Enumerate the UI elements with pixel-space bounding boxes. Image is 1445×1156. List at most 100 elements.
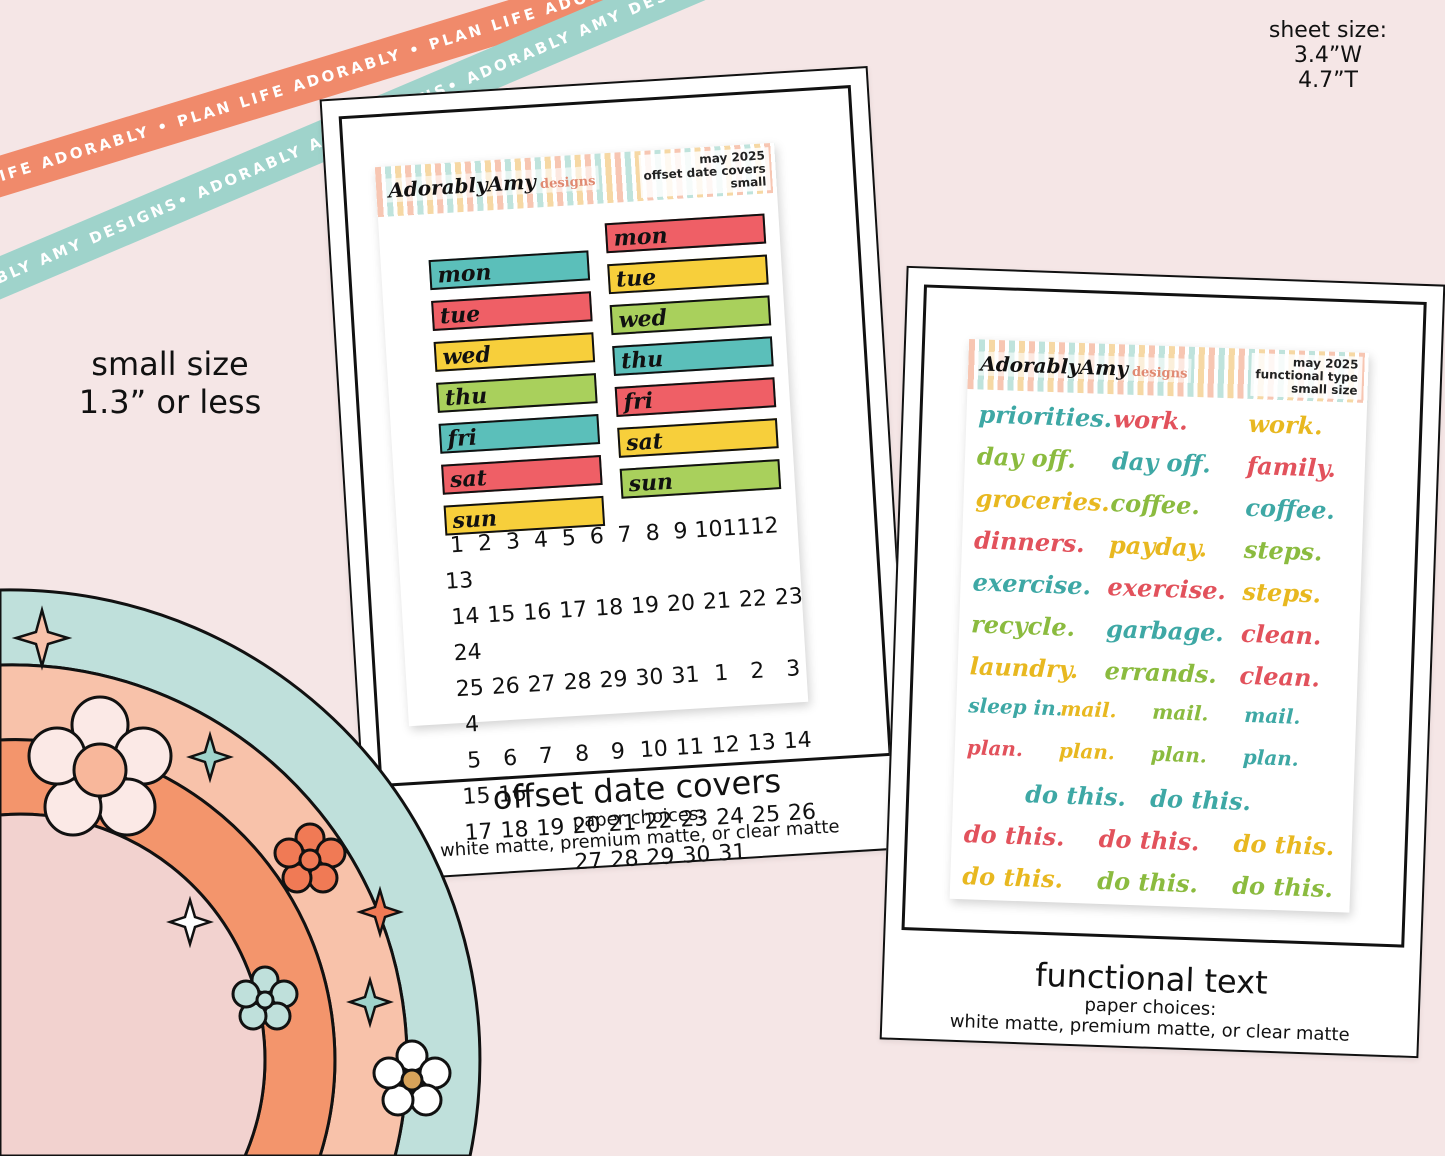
functional-word: steps. xyxy=(1243,534,1323,567)
functional-word: day off. xyxy=(976,441,1077,474)
rainbow-illustration xyxy=(0,588,482,1156)
sparkle-icon xyxy=(11,605,404,1029)
date-number: 13 xyxy=(746,729,777,757)
day-covers: mon tue wed thu fri sat sun mon tue wed thu fri sat s… xyxy=(427,213,782,536)
date-number: 10 xyxy=(639,736,669,764)
day-cover-sat-col1: sat xyxy=(441,454,603,495)
functional-word: mail. xyxy=(1151,699,1209,726)
date-number: 6 xyxy=(589,523,605,550)
functional-word: mail. xyxy=(1243,702,1301,729)
date-number: 4 xyxy=(533,527,549,554)
date-number: 8 xyxy=(644,520,661,547)
date-number: 14 xyxy=(782,727,813,755)
functional-word: mail. xyxy=(1059,696,1117,723)
functional-word: exercise. xyxy=(1107,572,1227,606)
functional-word: do this. xyxy=(1098,823,1200,857)
functional-word: plan. xyxy=(966,735,1024,762)
sheet-header: AdorablyAmy designs may 2025 offset date … xyxy=(374,142,778,218)
date-number: 8 xyxy=(574,741,590,768)
functional-word: plan. xyxy=(1058,738,1116,765)
functional-word: dinners. xyxy=(973,525,1086,559)
small-size-line2: 1.3” or less xyxy=(78,383,262,421)
functional-word: sleep in. xyxy=(967,693,1064,721)
date-number: 7 xyxy=(538,743,554,770)
functional-text-sticker-sheet: AdorablyAmy designs may 2025 functional t… xyxy=(949,339,1369,913)
functional-word: exercise. xyxy=(972,567,1092,601)
sheet-size-height: 4.7”T xyxy=(1298,68,1358,93)
small-size-note: small size 1.3” or less xyxy=(70,345,270,421)
functional-words: priorities. work. work. day off. day off. fam… xyxy=(962,399,1361,904)
brand-logo: AdorablyAmy designs xyxy=(383,165,600,203)
date-number: 22 xyxy=(738,586,768,613)
functional-word: work. xyxy=(1247,408,1324,441)
functional-word: recycle. xyxy=(970,609,1076,642)
functional-word: plan. xyxy=(1242,744,1300,771)
functional-word: day off. xyxy=(1111,446,1212,479)
date-number: 7 xyxy=(616,522,633,549)
day-cover-wed-col1: wed xyxy=(433,332,596,372)
date-number: 21 xyxy=(702,588,732,615)
functional-word: payday. xyxy=(1108,530,1208,563)
functional-word: clean. xyxy=(1239,660,1321,693)
functional-word: do this. xyxy=(1096,865,1199,899)
date-number: 1 xyxy=(449,532,465,559)
functional-word: do this. xyxy=(1024,779,1127,812)
day-cover-sun-col2: sun xyxy=(619,459,782,499)
functional-word: laundry. xyxy=(969,651,1079,685)
date-number: 18 xyxy=(594,594,624,622)
day-cover-wed-col2: wed xyxy=(609,295,772,336)
flower-icon xyxy=(27,695,452,1117)
date-number: 27 xyxy=(526,671,557,698)
date-number: 28 xyxy=(562,668,593,696)
functional-text-card: AdorablyAmy designs may 2025 functional t… xyxy=(879,265,1445,1059)
functional-word: clean. xyxy=(1240,618,1322,651)
functional-word: errands. xyxy=(1104,655,1218,689)
day-cover-mon-col2: mon xyxy=(604,213,767,254)
date-number: 3 xyxy=(505,529,521,555)
functional-text-photo-frame: AdorablyAmy designs may 2025 functional t… xyxy=(901,284,1427,948)
date-number: 23 xyxy=(774,583,804,611)
functional-word: do this. xyxy=(1233,828,1335,862)
date-number: 19 xyxy=(630,592,660,620)
functional-word: work. xyxy=(1112,404,1189,436)
sheet-size-note: sheet size: 3.4”W 4.7”T xyxy=(1253,18,1403,93)
date-number: 17 xyxy=(558,597,588,624)
date-number: 2 xyxy=(477,530,493,557)
date-number: 30 xyxy=(634,664,665,692)
date-number: 2 xyxy=(749,658,766,685)
date-number: 9 xyxy=(610,739,626,765)
date-number: 9 xyxy=(672,518,689,545)
date-number: 29 xyxy=(598,666,629,694)
date-number: 31 xyxy=(670,662,701,690)
date-number: 3 xyxy=(785,656,801,683)
day-cover-tue-col1: tue xyxy=(431,291,593,332)
sheet-meta: may 2025 offset date covers small xyxy=(638,147,771,199)
date-number: 1 xyxy=(713,660,730,687)
functional-word: plan. xyxy=(1150,741,1208,768)
functional-word: family. xyxy=(1246,450,1337,483)
date-number: 11 xyxy=(675,734,705,761)
functional-word: steps. xyxy=(1242,576,1322,609)
sheet-size-label: sheet size: xyxy=(1268,18,1388,43)
functional-word: do this. xyxy=(1231,870,1334,904)
day-cover-mon-col1: mon xyxy=(428,250,591,291)
date-number: 16 xyxy=(522,599,553,626)
functional-word: coffee. xyxy=(1244,492,1336,525)
functional-word: coffee. xyxy=(1110,488,1201,521)
sheet-header: AdorablyAmy designs may 2025 functional t… xyxy=(967,339,1369,403)
functional-word: do this. xyxy=(963,819,1066,852)
day-cover-tue-col2: tue xyxy=(607,254,769,295)
date-number: 10 xyxy=(693,516,724,544)
day-cover-thu-col1: thu xyxy=(436,373,598,413)
small-size-line1: small size xyxy=(91,345,249,383)
day-cover-thu-col2: thu xyxy=(612,336,774,377)
date-number: 12 xyxy=(711,732,741,759)
sheet-meta: may 2025 functional type small size xyxy=(1250,352,1363,400)
day-cover-fri-col2: fri xyxy=(614,377,777,417)
date-number: 5 xyxy=(561,525,577,552)
date-number: 11 xyxy=(721,515,752,542)
functional-text-caption: functional text paper choices: white mat… xyxy=(882,951,1419,1048)
day-cover-sat-col2: sat xyxy=(617,418,779,458)
functional-word: priorities. xyxy=(978,399,1113,434)
functional-word: do this. xyxy=(1149,783,1252,817)
